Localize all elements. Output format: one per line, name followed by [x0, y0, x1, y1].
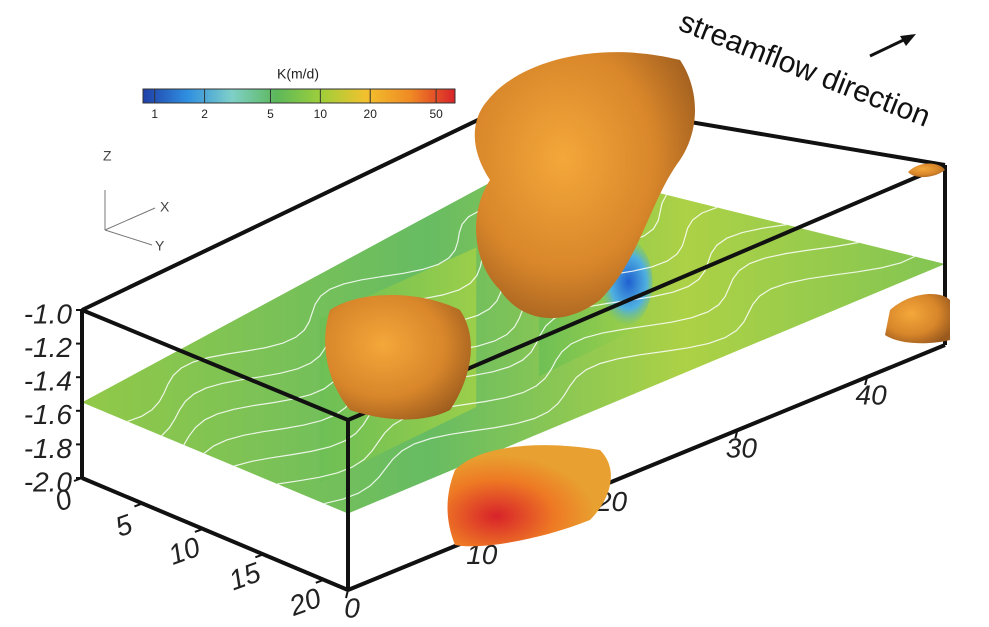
y-tick-label: 5	[111, 508, 137, 543]
blob	[448, 445, 611, 546]
flow-arrow-head	[900, 34, 916, 46]
z-tick-label: -1.2	[24, 332, 73, 363]
colorbar-tick-label: 50	[429, 107, 443, 121]
x-tick-label: 30	[726, 433, 758, 464]
y-tick-label: 10	[164, 531, 204, 571]
y-tick-label: 20	[284, 582, 325, 622]
chart: 01020304005101520-1.0-1.2-1.4-1.6-1.8-2.…	[0, 0, 989, 627]
y-tick	[255, 554, 263, 557]
colorbar-tick-label: 20	[364, 107, 378, 121]
x-tick-label: 40	[856, 379, 888, 410]
triad-x	[105, 208, 155, 230]
y-tick	[316, 580, 324, 583]
triad-y	[105, 230, 152, 245]
colorbar-tick-label: 2	[201, 107, 208, 121]
y-tick	[134, 503, 142, 506]
triad-x-label: X	[160, 199, 170, 215]
colorbar-tick-label: 1	[151, 107, 158, 121]
blob	[885, 294, 950, 343]
y-tick-label: 15	[225, 556, 265, 596]
z-tick-label: -2.0	[24, 466, 73, 497]
z-tick-label: -1.8	[24, 433, 73, 464]
triad-z-label: Z	[103, 148, 112, 164]
blob	[908, 164, 945, 178]
blob	[325, 295, 471, 419]
y-tick	[195, 529, 203, 532]
colorbar-tick-label: 10	[314, 107, 328, 121]
colorbar-tick-label: 5	[267, 107, 274, 121]
triad-y-label: Y	[155, 238, 165, 254]
z-tick-label: -1.4	[24, 366, 72, 397]
x-tick-label: 0	[344, 592, 360, 623]
colorbar-title: K(m/d)	[277, 66, 319, 82]
z-tick-label: -1.0	[24, 298, 73, 329]
colorbar: 1 2 5 10 20 50	[143, 89, 455, 121]
colorbar-bar	[143, 89, 455, 103]
annotation: streamflow direction	[675, 5, 935, 133]
z-tick-label: -1.6	[24, 399, 73, 430]
